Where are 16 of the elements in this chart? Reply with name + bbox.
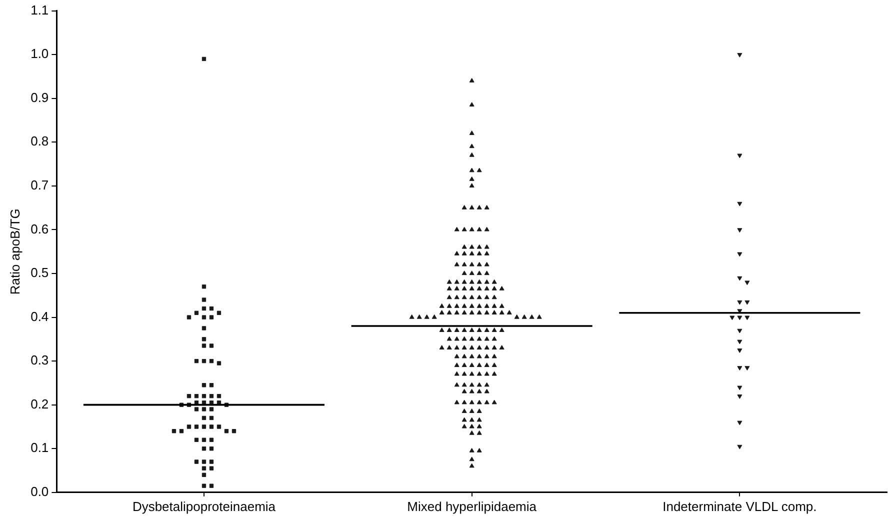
y-tick-label: 1.0 <box>30 46 49 62</box>
y-tick-label: 0.1 <box>30 440 49 456</box>
y-tick-label: 0.3 <box>30 352 49 368</box>
y-tick-label: 0.8 <box>30 134 49 149</box>
x-tick-label: Indeterminate VLDL comp. <box>662 498 817 514</box>
y-axis-title: Ratio apoB/TG <box>7 208 22 295</box>
y-tick-label: 0.5 <box>30 265 49 280</box>
y-tick-label: 1.1 <box>30 2 49 18</box>
x-tick-label: Dysbetalipoproteinaemia <box>132 498 276 514</box>
y-tick-label: 0.9 <box>30 90 49 105</box>
y-tick-label: 0.7 <box>30 178 49 193</box>
y-tick-label: 0.4 <box>30 308 49 324</box>
x-tick-label: Mixed hyperlipidaemia <box>407 498 538 514</box>
y-tick-label: 0.6 <box>30 221 49 236</box>
y-tick-label: 0.0 <box>30 484 49 499</box>
y-tick-label: 0.2 <box>30 396 49 412</box>
